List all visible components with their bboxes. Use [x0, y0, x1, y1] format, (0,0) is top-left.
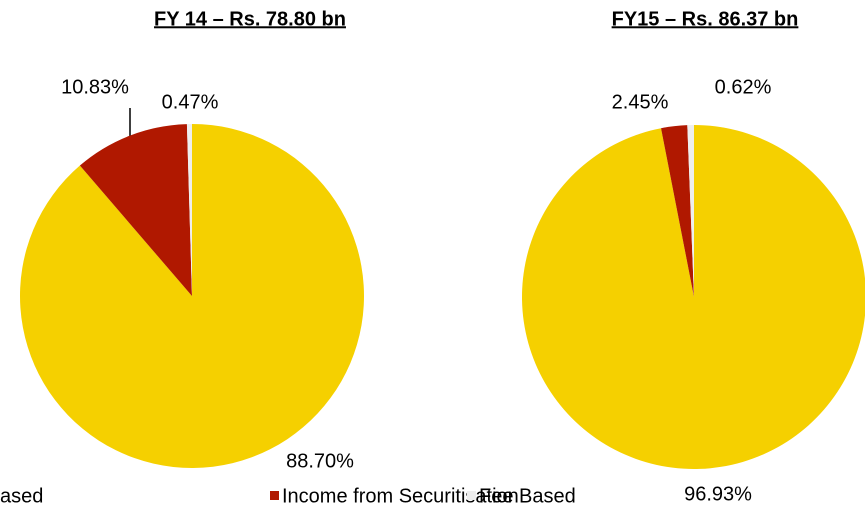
pie-slice [687, 125, 694, 297]
data-label: 0.62% [715, 76, 772, 98]
pie-slice [522, 125, 865, 469]
legend-label: Income from Securitisation [282, 485, 519, 507]
pie-slice [186, 124, 192, 296]
data-label: 96.93% [684, 483, 752, 505]
chart-title: FY15 – Rs. 86.37 bn [612, 8, 799, 30]
data-label: 88.70% [286, 450, 354, 472]
legend-label: Fee Based [479, 485, 576, 507]
pie-slice [661, 125, 694, 297]
pie-slice [79, 124, 192, 296]
data-label: 10.83% [61, 76, 129, 98]
data-label: 2.45% [612, 91, 669, 113]
legend-label: ased [0, 485, 43, 507]
chart-title: FY 14 – Rs. 78.80 bn [154, 8, 346, 30]
legend-swatch [467, 491, 476, 500]
data-label: 0.47% [162, 91, 219, 113]
legend-swatch [270, 491, 279, 500]
